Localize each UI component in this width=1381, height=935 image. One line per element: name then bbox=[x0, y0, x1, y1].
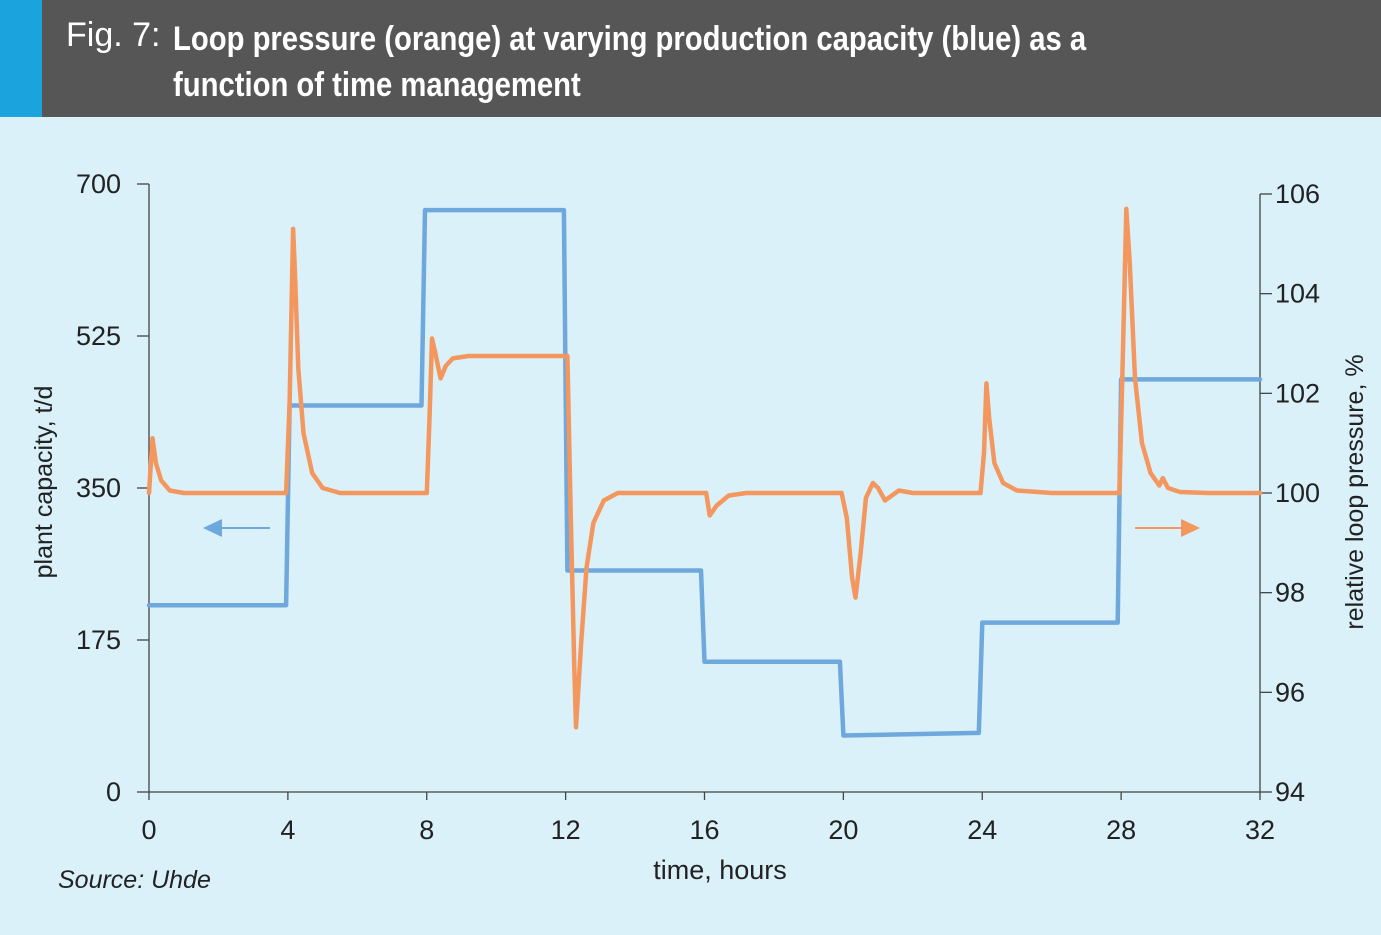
pressure-series-line bbox=[146, 206, 1263, 730]
x-tick-label: 20 bbox=[828, 815, 858, 845]
left-axis-title: plant capacity, t/d bbox=[30, 386, 58, 579]
right-axis-title: relative loop pressure, % bbox=[1341, 354, 1369, 629]
series-layer bbox=[146, 206, 1263, 738]
x-tick-label: 0 bbox=[141, 815, 156, 845]
source-note: Source: Uhde bbox=[58, 866, 211, 894]
chart-area: 0 4 8 12 16 20 24 28 32 0 175 350 525 700 94 96 98 100 102… bbox=[0, 117, 1381, 930]
x-tick-label: 16 bbox=[689, 815, 719, 845]
x-tick-label: 24 bbox=[967, 815, 997, 845]
left-y-tick-label: 175 bbox=[76, 625, 121, 655]
x-tick-label: 32 bbox=[1245, 815, 1275, 845]
right-y-tick-label: 98 bbox=[1275, 578, 1305, 608]
right-axis-arrow-head bbox=[1181, 519, 1200, 537]
right-y-tick-label: 104 bbox=[1275, 279, 1320, 309]
dual-axis-line-chart: 0 4 8 12 16 20 24 28 32 0 175 350 525 700 94 96 98 100 102… bbox=[30, 169, 1369, 885]
x-tick-label: 8 bbox=[419, 815, 434, 845]
right-y-tick-label: 100 bbox=[1275, 478, 1320, 508]
right-y-tick-label: 102 bbox=[1275, 378, 1320, 408]
axis-indicator-arrows bbox=[203, 519, 1200, 537]
capacity-series-line bbox=[146, 207, 1263, 738]
x-axis-title: time, hours bbox=[653, 855, 787, 885]
right-y-tick-label: 96 bbox=[1275, 677, 1305, 707]
left-y-tick-label: 350 bbox=[76, 473, 121, 503]
right-y-tick-label: 106 bbox=[1275, 179, 1320, 209]
header-accent-bar bbox=[0, 0, 42, 117]
x-tick-label: 12 bbox=[551, 815, 581, 845]
left-y-tick-label: 0 bbox=[106, 777, 121, 807]
left-y-tick-label: 525 bbox=[76, 321, 121, 351]
x-tick-label: 4 bbox=[280, 815, 295, 845]
left-y-tick-label: 700 bbox=[76, 169, 121, 199]
left-axis-arrow-head bbox=[203, 519, 222, 537]
axes: 0 4 8 12 16 20 24 28 32 0 175 350 525 700 94 96 98 100 102… bbox=[76, 169, 1320, 845]
axis-labels: time, hours plant capacity, t/d relative… bbox=[30, 354, 1369, 885]
figure-title: Loop pressure (orange) at varying produc… bbox=[173, 20, 1087, 104]
right-y-tick-label: 94 bbox=[1275, 777, 1305, 807]
figure-number: Fig. 7: bbox=[66, 16, 161, 54]
x-tick-label: 28 bbox=[1106, 815, 1136, 845]
figure-header bbox=[0, 0, 1381, 117]
